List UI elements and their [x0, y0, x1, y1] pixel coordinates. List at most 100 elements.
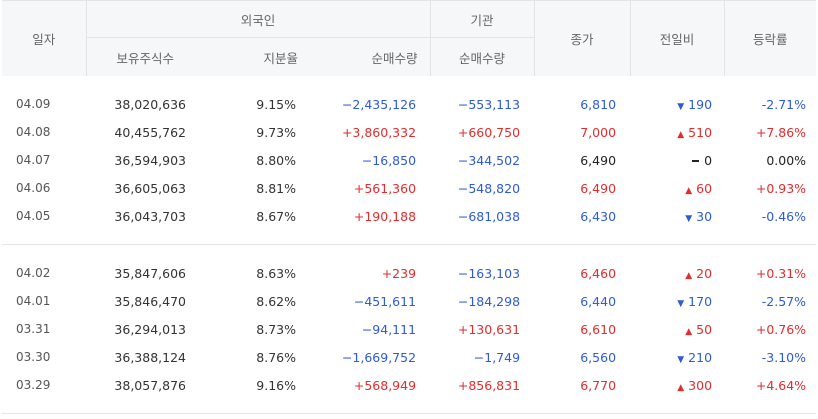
date-cell: 03.31	[16, 322, 51, 336]
inst-net-cell: −184,298	[457, 293, 521, 309]
change-cell: ▼ 170	[630, 287, 724, 315]
holdings-cell: 36,605,063	[114, 180, 186, 196]
change-cell: ▲ 50	[630, 315, 724, 343]
table-row: 03.31 36,294,013 8.73% −94,111 +130,631 6,610…	[2, 315, 816, 343]
triangle-down-icon: ▼	[677, 298, 685, 309]
holdings-cell: 36,043,703	[114, 208, 186, 224]
col-inst-net-header: 순매수량	[429, 37, 535, 76]
close-cell: 6,430	[580, 208, 617, 224]
change-value: 170	[688, 293, 713, 309]
table-row: 04.05 36,043,703 8.67% +190,188 −681,038 6,43…	[2, 202, 816, 230]
triangle-up-icon: ▲	[677, 382, 685, 393]
rate-cell: +0.31%	[755, 265, 807, 281]
change-cell: ▲ 60	[630, 174, 724, 202]
foreign-net-cell: +190,188	[353, 208, 417, 224]
change-cell: ▲ 510	[630, 118, 724, 146]
holdings-cell: 36,388,124	[114, 349, 186, 365]
close-cell: 6,490	[580, 152, 617, 168]
rate-cell: 0.00%	[766, 152, 807, 168]
ownership-cell: 8.76%	[256, 349, 296, 365]
rate-cell: -3.10%	[761, 349, 807, 365]
col-rate-header: 등락률	[723, 0, 817, 76]
rate-cell: +0.93%	[755, 180, 807, 196]
col-close-header: 종가	[533, 0, 631, 76]
change-value: 190	[688, 96, 713, 112]
date-cell: 04.02	[16, 266, 51, 280]
close-cell: 6,610	[580, 321, 617, 337]
inst-net-cell: +856,831	[457, 377, 521, 393]
rate-cell: +4.64%	[755, 377, 807, 393]
change-value: 20	[696, 265, 713, 281]
table-row: 04.09 38,020,636 9.15% −2,435,126 −553,113 6,…	[2, 90, 816, 118]
holdings-cell: 38,057,876	[114, 377, 186, 393]
holdings-cell: 36,294,013	[114, 321, 186, 337]
foreign-net-cell: +568,949	[353, 377, 417, 393]
ownership-cell: 8.73%	[256, 321, 296, 337]
change-cell: ▲ 300	[630, 371, 724, 399]
inst-net-cell: −1,749	[473, 349, 521, 365]
triangle-up-icon: ▲	[685, 270, 693, 281]
foreign-net-cell: +3,860,332	[341, 124, 417, 140]
triangle-up-icon: ▲	[685, 326, 693, 337]
change-value: 50	[696, 321, 713, 337]
date-cell: 04.07	[16, 153, 51, 167]
rate-cell: +0.76%	[755, 321, 807, 337]
foreign-net-cell: −16,850	[361, 152, 417, 168]
change-value: 60	[696, 180, 713, 196]
holdings-cell: 35,846,470	[114, 293, 186, 309]
foreign-net-cell: +239	[381, 265, 417, 281]
date-cell: 04.06	[16, 181, 51, 195]
table-row: 04.07 36,594,903 8.80% −16,850 −344,502 6,490…	[2, 146, 816, 174]
date-cell: 04.05	[16, 209, 51, 223]
inst-net-cell: −681,038	[457, 208, 521, 224]
close-cell: 6,770	[580, 377, 617, 393]
table-body: 04.09 38,020,636 9.15% −2,435,126 −553,113 6,…	[2, 76, 817, 415]
col-holdings-header: 보유주식수	[85, 37, 204, 76]
ownership-cell: 9.15%	[256, 96, 296, 112]
inst-net-cell: −163,103	[457, 265, 521, 281]
col-foreign-group-header: 외국인	[85, 0, 431, 38]
ownership-cell: 9.16%	[256, 377, 296, 393]
rate-cell: -0.46%	[761, 208, 807, 224]
inst-net-cell: +130,631	[457, 321, 521, 337]
date-cell: 04.09	[16, 97, 51, 111]
close-cell: 6,560	[580, 349, 617, 365]
date-cell: 04.08	[16, 125, 51, 139]
table-row: 03.29 38,057,876 9.16% +568,949 +856,831 6,77…	[2, 371, 816, 399]
ownership-cell: 8.62%	[256, 293, 296, 309]
change-value: 300	[688, 377, 713, 393]
col-ownership-header: 지분율	[204, 37, 318, 76]
col-institution-group-header: 기관	[429, 0, 535, 38]
dash-icon	[692, 160, 700, 162]
table-row: 04.02 35,847,606 8.63% +239 −163,103 6,460 ▲ 20…	[2, 259, 816, 287]
inst-net-cell: −553,113	[457, 96, 521, 112]
holdings-cell: 38,020,636	[114, 96, 186, 112]
ownership-cell: 8.80%	[256, 152, 296, 168]
change-cell: 0	[630, 146, 724, 174]
col-change-header: 전일비	[629, 0, 725, 76]
triangle-up-icon: ▲	[677, 129, 685, 140]
date-cell: 03.29	[16, 378, 51, 392]
foreign-net-cell: −94,111	[361, 321, 417, 337]
change-value: 210	[688, 349, 713, 365]
table-row: 04.06 36,605,063 8.81% +561,360 −548,820 6,49…	[2, 174, 816, 202]
table-row: 04.01 35,846,470 8.62% −451,611 −184,298 6,44…	[2, 287, 816, 315]
close-cell: 6,810	[580, 96, 617, 112]
inst-net-cell: −548,820	[457, 180, 521, 196]
holdings-cell: 40,455,762	[114, 124, 186, 140]
ownership-cell: 8.67%	[256, 208, 296, 224]
change-value: 510	[688, 124, 713, 140]
change-cell: ▼ 30	[630, 202, 724, 230]
inst-net-cell: +660,750	[457, 124, 521, 140]
table-row: 03.30 36,388,124 8.76% −1,669,752 −1,749 6,56…	[2, 343, 816, 371]
inst-net-cell: −344,502	[457, 152, 521, 168]
change-value: 0	[704, 152, 713, 168]
triangle-down-icon: ▼	[677, 354, 685, 365]
close-cell: 6,440	[580, 293, 617, 309]
table-header: 일자 외국인 기관 종가 전일비 등락률 보유주식수 지분율 순매수량 순매수량	[2, 0, 817, 76]
change-cell: ▲ 20	[630, 259, 724, 287]
change-cell: ▼ 190	[630, 90, 724, 118]
close-cell: 6,460	[580, 265, 617, 281]
close-cell: 6,490	[580, 180, 617, 196]
col-date-header: 일자	[2, 0, 86, 76]
